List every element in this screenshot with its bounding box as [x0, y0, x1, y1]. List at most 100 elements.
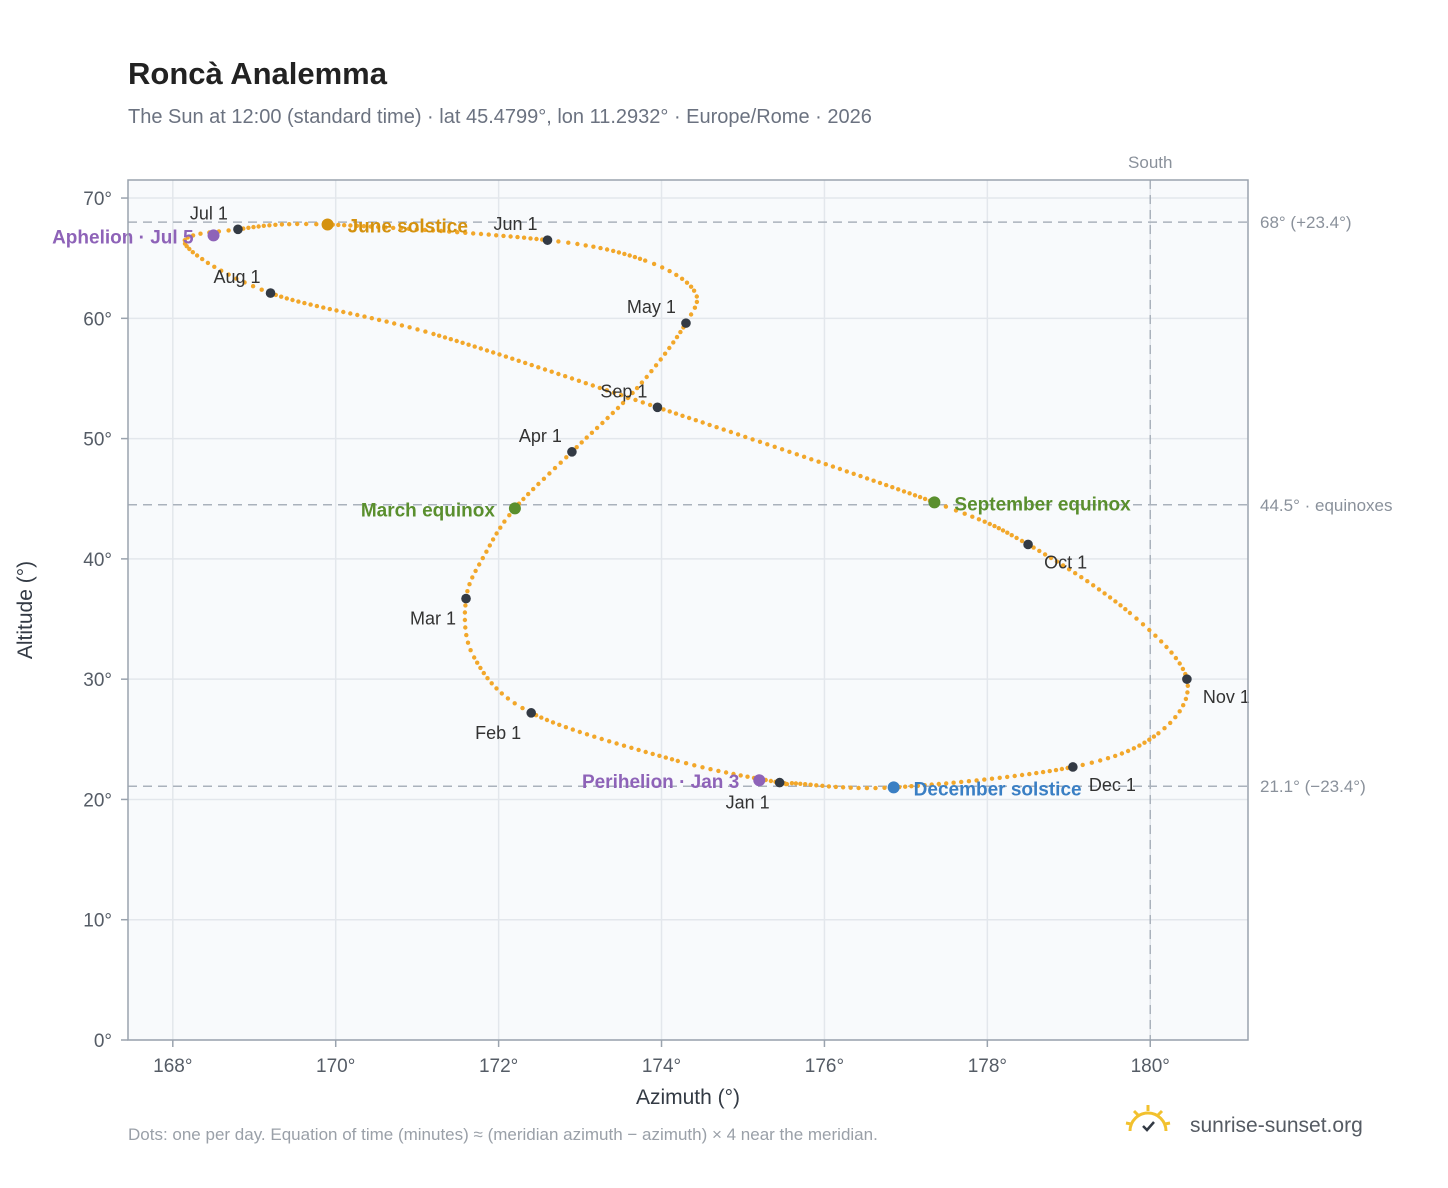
daily-dot — [694, 294, 699, 299]
daily-dot — [570, 727, 575, 732]
daily-dot — [1014, 535, 1019, 541]
daily-dot — [341, 309, 346, 315]
daily-dot — [1005, 774, 1010, 780]
daily-dot — [566, 240, 571, 245]
daily-dot — [1098, 758, 1103, 763]
daily-dot — [877, 480, 883, 486]
daily-dot — [723, 770, 729, 775]
daily-dot — [342, 223, 347, 228]
daily-dot — [864, 785, 870, 791]
daily-dot — [693, 418, 698, 423]
daily-dot — [884, 482, 889, 488]
daily-dot — [917, 494, 923, 500]
month-label: May 1 — [627, 297, 676, 317]
daily-dot — [287, 222, 292, 227]
daily-dot — [1185, 683, 1191, 688]
daily-dot — [691, 288, 697, 293]
daily-dot — [594, 425, 600, 431]
daily-dot — [544, 717, 550, 723]
daily-dot — [308, 302, 313, 307]
daily-dot — [728, 429, 734, 435]
daily-dot — [996, 526, 1001, 531]
daily-dot — [558, 460, 563, 465]
daily-dot — [944, 781, 949, 786]
daily-dot — [794, 452, 799, 457]
daily-dot — [575, 241, 580, 247]
daily-dot — [485, 676, 490, 681]
daily-dot — [583, 381, 588, 386]
daily-dot — [584, 435, 589, 440]
daily-dot — [1102, 591, 1107, 596]
daily-dot — [684, 280, 690, 285]
daily-dot — [683, 761, 689, 766]
daily-dot — [784, 781, 790, 787]
event-label: September equinox — [954, 494, 1131, 515]
daily-dot — [982, 777, 987, 782]
event-label: March equinox — [361, 500, 496, 521]
daily-dot — [688, 284, 694, 289]
daily-dot — [463, 230, 468, 235]
daily-dot — [650, 751, 655, 757]
event-marker — [321, 218, 334, 231]
daily-dot — [604, 247, 610, 252]
daily-dot — [903, 784, 908, 789]
daily-dot — [686, 415, 692, 421]
grid-lines — [128, 180, 1248, 1041]
daily-dot — [383, 225, 388, 230]
daily-dot — [577, 729, 582, 735]
daily-dot — [1125, 748, 1131, 754]
daily-dot — [431, 331, 436, 337]
daily-dot — [989, 776, 995, 781]
daily-dot — [639, 380, 645, 385]
daily-dot — [1059, 766, 1065, 772]
daily-dot — [1079, 575, 1084, 580]
daily-dot — [667, 409, 672, 414]
daily-dot — [486, 232, 491, 237]
daily-dot — [182, 238, 187, 243]
daily-dot — [198, 231, 203, 236]
chart-subtitle: The Sun at 12:00 (standard time) · lat 4… — [128, 106, 872, 128]
daily-dot — [369, 316, 374, 321]
daily-dot — [976, 517, 982, 522]
reference-label: 21.1° (−23.4°) — [1260, 777, 1366, 796]
daily-dot — [661, 407, 666, 412]
month-marker — [1068, 762, 1078, 772]
sun-check-icon — [1125, 1105, 1171, 1132]
daily-dot — [1080, 762, 1085, 768]
daily-dot — [473, 568, 478, 574]
daily-dot — [816, 459, 821, 464]
plot-area — [128, 180, 1248, 1040]
daily-dot — [671, 340, 676, 345]
daily-dot — [302, 300, 307, 306]
daily-dot — [634, 385, 640, 391]
daily-dot — [295, 221, 300, 227]
daily-dot — [491, 350, 496, 355]
daily-dot — [279, 294, 284, 299]
daily-dot — [536, 365, 541, 370]
daily-dot — [470, 575, 475, 580]
daily-dot — [494, 233, 499, 238]
daily-dot — [626, 395, 631, 400]
daily-dot — [667, 268, 672, 274]
daily-dot — [844, 469, 849, 474]
daily-dot — [632, 254, 638, 260]
daily-dot — [647, 402, 653, 408]
month-marker — [774, 777, 785, 788]
daily-dot — [630, 390, 635, 396]
daily-dot — [494, 531, 499, 536]
daily-dot — [1119, 751, 1125, 756]
daily-dot — [200, 256, 205, 262]
month-marker — [526, 708, 536, 718]
daily-dot — [531, 486, 536, 492]
daily-dot — [321, 305, 326, 310]
daily-dot — [848, 785, 853, 790]
daily-dot — [1185, 690, 1190, 695]
daily-dot — [605, 415, 610, 421]
daily-dot — [1096, 587, 1102, 592]
daily-dot — [520, 705, 525, 711]
daily-dot — [576, 378, 582, 383]
daily-dot — [1168, 720, 1173, 726]
daily-dot — [598, 245, 603, 251]
daily-dot — [1085, 579, 1090, 584]
daily-dot — [430, 228, 436, 233]
